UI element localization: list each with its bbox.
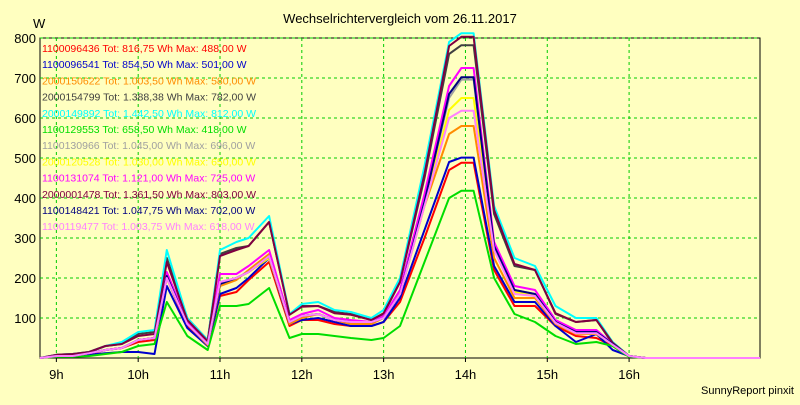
legend-entry-1100129553: 1100129553 Tot: 658,50 Wh Max: 418,00 W — [42, 124, 247, 136]
legend-entry-2000154799: 2000154799 Tot: 1.388,38 Wh Max: 782,00 … — [42, 92, 256, 104]
x-tick-label: 16h — [618, 367, 640, 382]
legend-entry-1100131074: 1100131074 Tot: 1.121,00 Wh Max: 725,00 … — [42, 173, 255, 185]
y-tick-label: 800 — [14, 31, 36, 46]
legend-entry-1100096436: 1100096436 Tot: 816,75 Wh Max: 488,00 W — [42, 43, 247, 55]
series-line-1100129553 — [39, 189, 760, 359]
y-tick-label: 400 — [14, 191, 36, 206]
x-tick-label: 14h — [455, 367, 477, 382]
legend-entry-2000120528: 2000120528 Tot: 1.030,00 Wh Max: 650,00 … — [42, 156, 256, 168]
y-tick-label: 700 — [14, 71, 36, 86]
series-line-1100096541 — [39, 156, 760, 359]
legend-entry-2000150622: 2000150622 Tot: 1.003,50 Wh Max: 580,00 … — [42, 75, 256, 87]
y-tick-label: 300 — [14, 231, 36, 246]
y-tick-label: 500 — [14, 151, 36, 166]
series-line-1100119477 — [39, 109, 760, 359]
legend-entry-2000149892: 2000149892 Tot: 1.442,50 Wh Max: 812,00 … — [42, 108, 256, 120]
y-tick-label: 200 — [14, 271, 36, 286]
y-tick-label: 100 — [14, 311, 36, 326]
x-tick-label: 11h — [210, 367, 231, 382]
x-tick-label: 9h — [49, 367, 63, 382]
series-line-2000001478 — [39, 35, 760, 359]
legend-entry-1100148421: 1100148421 Tot: 1.047,75 Wh Max: 702,00 … — [42, 205, 255, 217]
x-tick-label: 10h — [127, 367, 149, 382]
legend-entry-2000001478: 2000001478 Tot: 1.361,50 Wh Max: 803,00 … — [42, 189, 256, 201]
x-tick-label: 15h — [536, 367, 558, 382]
y-axis-unit: W — [33, 16, 46, 31]
x-tick-label: 12h — [291, 367, 313, 382]
legend-entry-1100130966: 1100130966 Tot: 1.045,00 Wh Max: 696,00 … — [42, 140, 255, 152]
legend-entry-1100096541: 1100096541 Tot: 854,50 Wh Max: 501,00 W — [42, 59, 247, 71]
y-tick-label: 600 — [14, 111, 36, 126]
credit-label: SunnyReport pinxit — [701, 385, 794, 397]
x-tick-label: 13h — [373, 367, 395, 382]
legend-entry-1100119477: 1100119477 Tot: 1.003,75 Wh Max: 618,00 … — [42, 221, 255, 233]
chart-title: Wechselrichtervergleich vom 26.11.2017 — [283, 11, 517, 26]
